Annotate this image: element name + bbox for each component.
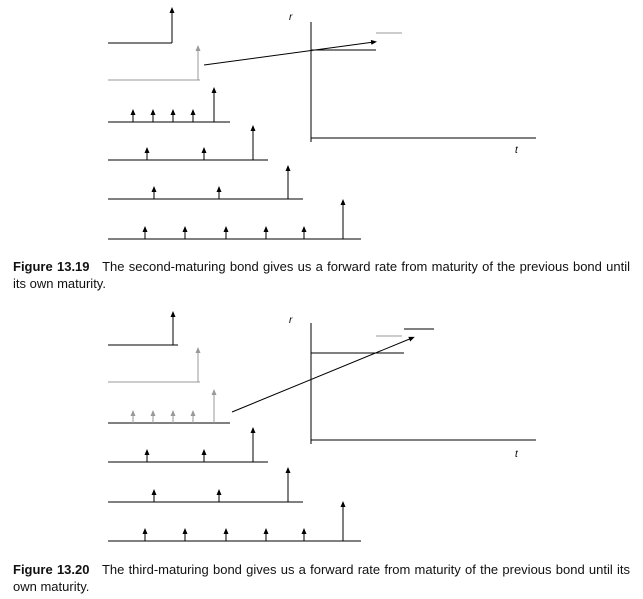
r-axis-label: r	[289, 12, 293, 23]
r-axis-label: r	[289, 315, 293, 326]
t-axis-label: t	[515, 449, 519, 460]
figure-label: Figure 13.19	[13, 259, 90, 274]
figure-caption: Figure 13.19 The second-maturing bond gi…	[13, 258, 630, 292]
figure-1-diagram: r t	[108, 7, 536, 240]
t-axis-label: t	[515, 145, 519, 156]
figure-caption: Figure 13.20 The third-maturing bond giv…	[13, 561, 630, 595]
caption-text: The second-maturing bond gives us a forw…	[13, 259, 631, 291]
caption-text: The third-maturing bond gives us a forwa…	[13, 562, 630, 594]
figure-2-diagram: r t	[108, 311, 536, 542]
figure-label: Figure 13.20	[13, 562, 90, 577]
